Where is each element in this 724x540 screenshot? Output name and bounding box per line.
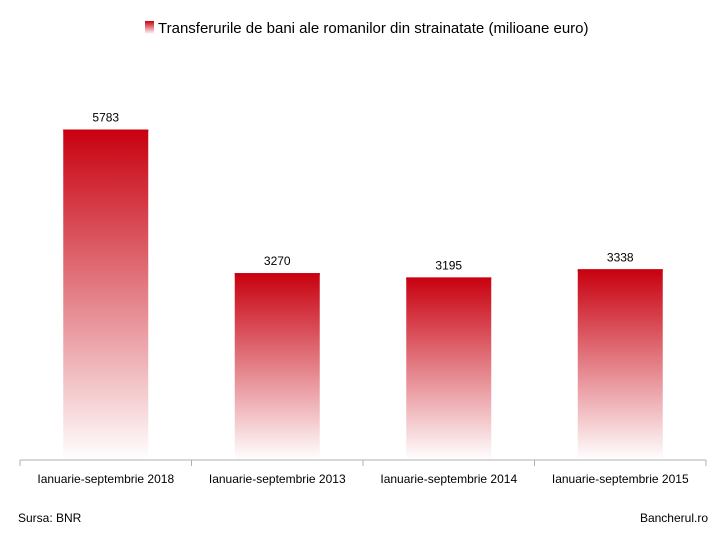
bar-top-edge-2	[234, 273, 320, 276]
bar-top-edge-3	[406, 277, 492, 280]
bar-top-edge-4	[577, 269, 663, 272]
category-label-1: Ianuarie-septembrie 2018	[37, 472, 174, 486]
data-label-3: 3195	[435, 258, 462, 272]
data-label-1: 5783	[92, 111, 119, 125]
bar-2	[234, 273, 320, 460]
category-label-3: Ianuarie-septembrie 2014	[380, 472, 517, 486]
category-label-4: Ianuarie-septembrie 2015	[552, 472, 689, 486]
bar-3	[406, 277, 492, 460]
category-label-2: Ianuarie-septembrie 2013	[209, 472, 346, 486]
bar-top-edge-1	[63, 129, 149, 132]
data-label-4: 3338	[607, 250, 634, 264]
source-note: Sursa: BNR	[18, 511, 82, 525]
legend: Transferurile de bani ale romanilor din …	[145, 20, 589, 37]
bar-4	[577, 269, 663, 460]
data-label-2: 3270	[264, 254, 291, 268]
brand-label: Bancherul.ro	[639, 511, 708, 525]
legend-swatch	[145, 21, 154, 34]
bar-1	[63, 129, 149, 461]
legend-label: Transferurile de bani ale romanilor din …	[158, 20, 589, 37]
